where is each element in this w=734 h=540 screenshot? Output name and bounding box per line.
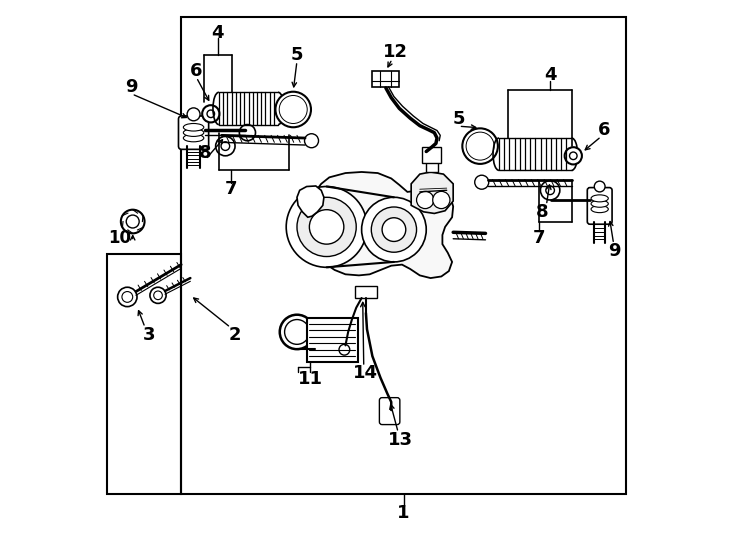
Ellipse shape [184, 124, 204, 131]
Text: 5: 5 [291, 45, 303, 64]
Circle shape [122, 292, 133, 302]
FancyBboxPatch shape [379, 397, 400, 424]
Circle shape [280, 315, 314, 349]
Circle shape [417, 191, 434, 208]
Text: 8: 8 [536, 203, 548, 221]
Polygon shape [297, 186, 324, 217]
Circle shape [382, 218, 406, 241]
Text: 6: 6 [190, 62, 203, 80]
Circle shape [285, 320, 309, 345]
Circle shape [121, 210, 145, 233]
Circle shape [371, 207, 417, 252]
Circle shape [279, 96, 308, 124]
Ellipse shape [591, 195, 608, 202]
Bar [426, 157, 438, 172]
Circle shape [202, 105, 219, 123]
Circle shape [570, 152, 577, 160]
Circle shape [309, 210, 344, 244]
Text: 9: 9 [608, 242, 621, 260]
Ellipse shape [426, 154, 438, 160]
Circle shape [462, 129, 498, 164]
Polygon shape [308, 172, 453, 278]
Circle shape [305, 134, 319, 148]
Circle shape [150, 287, 166, 303]
Text: 8: 8 [199, 144, 211, 161]
Circle shape [362, 197, 426, 262]
Circle shape [126, 215, 139, 228]
Text: 11: 11 [298, 370, 323, 388]
Text: 3: 3 [142, 326, 155, 343]
Circle shape [187, 108, 200, 121]
Text: 14: 14 [354, 364, 379, 382]
Text: 9: 9 [126, 78, 138, 96]
FancyBboxPatch shape [178, 116, 208, 150]
Circle shape [475, 175, 489, 189]
Text: 4: 4 [211, 24, 224, 42]
Bar [107, 254, 181, 494]
Bar [372, 71, 399, 87]
Bar [355, 286, 377, 298]
Text: 2: 2 [229, 326, 241, 343]
Circle shape [275, 92, 311, 127]
Ellipse shape [591, 200, 608, 207]
Circle shape [207, 110, 214, 118]
Text: 5: 5 [452, 110, 465, 128]
Bar [181, 17, 625, 494]
Ellipse shape [591, 206, 608, 213]
Text: 7: 7 [225, 180, 238, 198]
Circle shape [466, 132, 494, 160]
FancyBboxPatch shape [587, 187, 612, 224]
Circle shape [216, 137, 235, 156]
Bar [307, 319, 358, 362]
Circle shape [339, 345, 350, 355]
Bar [422, 147, 441, 164]
Ellipse shape [184, 129, 204, 137]
Circle shape [546, 186, 554, 194]
Text: 12: 12 [382, 43, 407, 61]
Polygon shape [411, 172, 453, 213]
Text: 7: 7 [533, 228, 545, 247]
Text: 1: 1 [397, 504, 410, 523]
Circle shape [221, 142, 230, 151]
Text: 10: 10 [108, 228, 131, 247]
Circle shape [433, 191, 450, 208]
Ellipse shape [184, 134, 204, 142]
Circle shape [153, 291, 162, 300]
Circle shape [540, 180, 560, 200]
Circle shape [239, 125, 255, 141]
Circle shape [286, 186, 367, 267]
Text: 13: 13 [388, 431, 413, 449]
Text: 4: 4 [544, 66, 556, 84]
Circle shape [117, 287, 137, 307]
Circle shape [297, 197, 356, 256]
Circle shape [595, 181, 605, 192]
Circle shape [564, 147, 582, 165]
Text: 6: 6 [597, 121, 610, 139]
